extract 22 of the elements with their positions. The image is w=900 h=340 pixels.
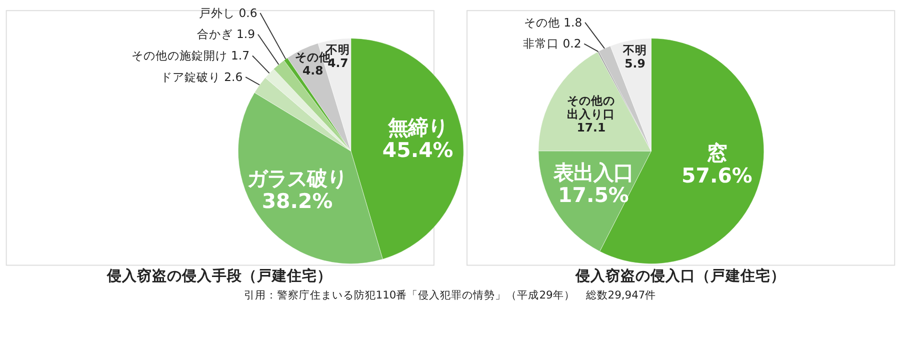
text: 侵入窃盗の侵入口（戸建住宅） xyxy=(574,266,786,284)
slice-label: ガラス破り xyxy=(247,166,348,191)
data-label: 38.2% xyxy=(262,188,333,213)
slice-label: 窓 xyxy=(706,141,727,166)
data-label: 45.4% xyxy=(382,138,454,162)
slice-label: 非常口 0.2 xyxy=(523,36,582,51)
slice-label: 無締り xyxy=(386,116,448,140)
slice-label: ドア錠破り 2.6 xyxy=(160,70,243,84)
data-label: 4.8 xyxy=(302,64,324,78)
slice-label: 表出入口 xyxy=(552,160,634,184)
slice-label: その他 1.8 xyxy=(524,15,582,30)
text: 侵入窃盗の侵入手段（戸建住宅） xyxy=(106,266,332,284)
slice-label: 合かぎ 1.9 xyxy=(196,27,256,42)
slice-label: その他の出入り口 xyxy=(567,94,616,122)
data-label: 17.5% xyxy=(558,182,629,207)
data-label: 17.1 xyxy=(576,120,606,135)
data-label: 5.9 xyxy=(624,56,646,71)
text: 引用：警察庁住まいる防犯110番「侵入犯罪の情勢」（平成29年） 総数29,947件 xyxy=(244,288,656,302)
slice-label: 不明 xyxy=(622,42,647,57)
data-label: 57.6% xyxy=(682,164,752,188)
slice-label: その他の施錠開け 1.7 xyxy=(131,48,250,63)
slice-label: 戸外し 0.6 xyxy=(199,6,258,20)
